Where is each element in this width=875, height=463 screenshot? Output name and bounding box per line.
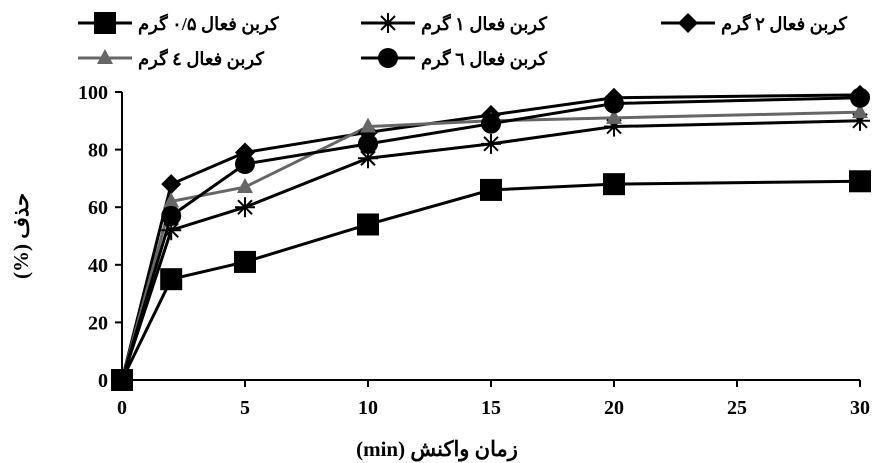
x-axis-label: زمان واکنش (min) — [356, 437, 518, 462]
legend-item: کربن فعال ۲ گرم — [661, 13, 847, 35]
legend-marker-icon — [378, 48, 398, 68]
x-tick-label: 0 — [117, 397, 127, 419]
y-tick-labels: 0 20 40 60 80 100 — [78, 82, 122, 392]
legend-label: کربن فعال ۱ گرم — [421, 13, 547, 35]
data-point-3-2 — [237, 178, 253, 194]
data-point-4-3 — [358, 133, 378, 154]
legend-marker-icon — [97, 49, 113, 64]
data-point-4-2 — [235, 154, 255, 174]
y-tick-label: 60 — [88, 197, 108, 219]
x-tick-label: 15 — [481, 397, 501, 419]
series-line-1 — [120, 119, 861, 381]
legend-label: کربن فعال ۲ گرم — [721, 13, 847, 35]
data-point-4-0 — [112, 370, 132, 390]
data-point-1-3 — [358, 148, 378, 169]
data-point-0-4 — [480, 178, 502, 201]
y-tick-label: 20 — [88, 312, 108, 334]
legend-label: کربن فعال ۰/۵ گرم — [138, 13, 279, 35]
legend-marker-icon — [378, 13, 398, 33]
y-axis-label: حذف (%) — [9, 193, 33, 279]
y-tick-label: 80 — [88, 140, 108, 162]
legend: کربن فعال ۲ گرم کربن فعال ۱ گرم کربن فعال … — [78, 12, 847, 70]
legend-item: کربن فعال ٤ گرم — [78, 48, 264, 70]
data-point-3-1 — [163, 192, 180, 208]
data-point-3-6 — [852, 103, 868, 119]
data-point-0-5 — [603, 173, 625, 196]
legend-item: کربن فعال ۰/۵ گرم — [78, 12, 279, 35]
data-point-1-2 — [235, 197, 255, 218]
legend-label: کربن فعال ٤ گرم — [138, 48, 264, 70]
data-point-4-5 — [604, 93, 624, 114]
x-tick-label: 5 — [240, 397, 250, 419]
y-tick-label: 100 — [78, 82, 108, 104]
data-point-1-1 — [161, 220, 182, 241]
x-tick-label: 10 — [358, 397, 378, 419]
x-tick-labels: 0 5 10 15 20 25 30 — [117, 380, 870, 419]
x-tick-label: 30 — [850, 397, 870, 419]
data-point-3-3 — [360, 117, 376, 133]
data-point-4-1 — [161, 205, 182, 226]
x-tick-label: 20 — [604, 397, 624, 419]
y-tick-label: 0 — [98, 370, 108, 392]
x-tick-label: 25 — [727, 397, 747, 419]
data-point-0-3 — [357, 213, 379, 236]
data-point-2-1 — [161, 174, 182, 195]
legend-label: کربن فعال ٦ گرم — [421, 48, 547, 70]
data-point-4-4 — [481, 113, 501, 134]
data-point-4-6 — [850, 87, 870, 108]
plot-area — [111, 84, 871, 391]
legend-marker-icon — [678, 13, 698, 33]
data-point-0-2 — [234, 250, 256, 273]
data-point-0-1 — [160, 268, 183, 291]
axes: 0 20 40 60 80 100 0 5 10 15 20 25 30 — [78, 82, 870, 419]
data-point-3-5 — [606, 108, 622, 124]
legend-item: کربن فعال ۱ گرم — [361, 13, 547, 35]
data-point-0-6 — [849, 170, 871, 193]
y-tick-label: 40 — [88, 255, 108, 277]
data-point-1-4 — [481, 133, 501, 154]
legend-item: کربن فعال ٦ گرم — [361, 48, 547, 70]
legend-marker-icon — [94, 12, 116, 34]
